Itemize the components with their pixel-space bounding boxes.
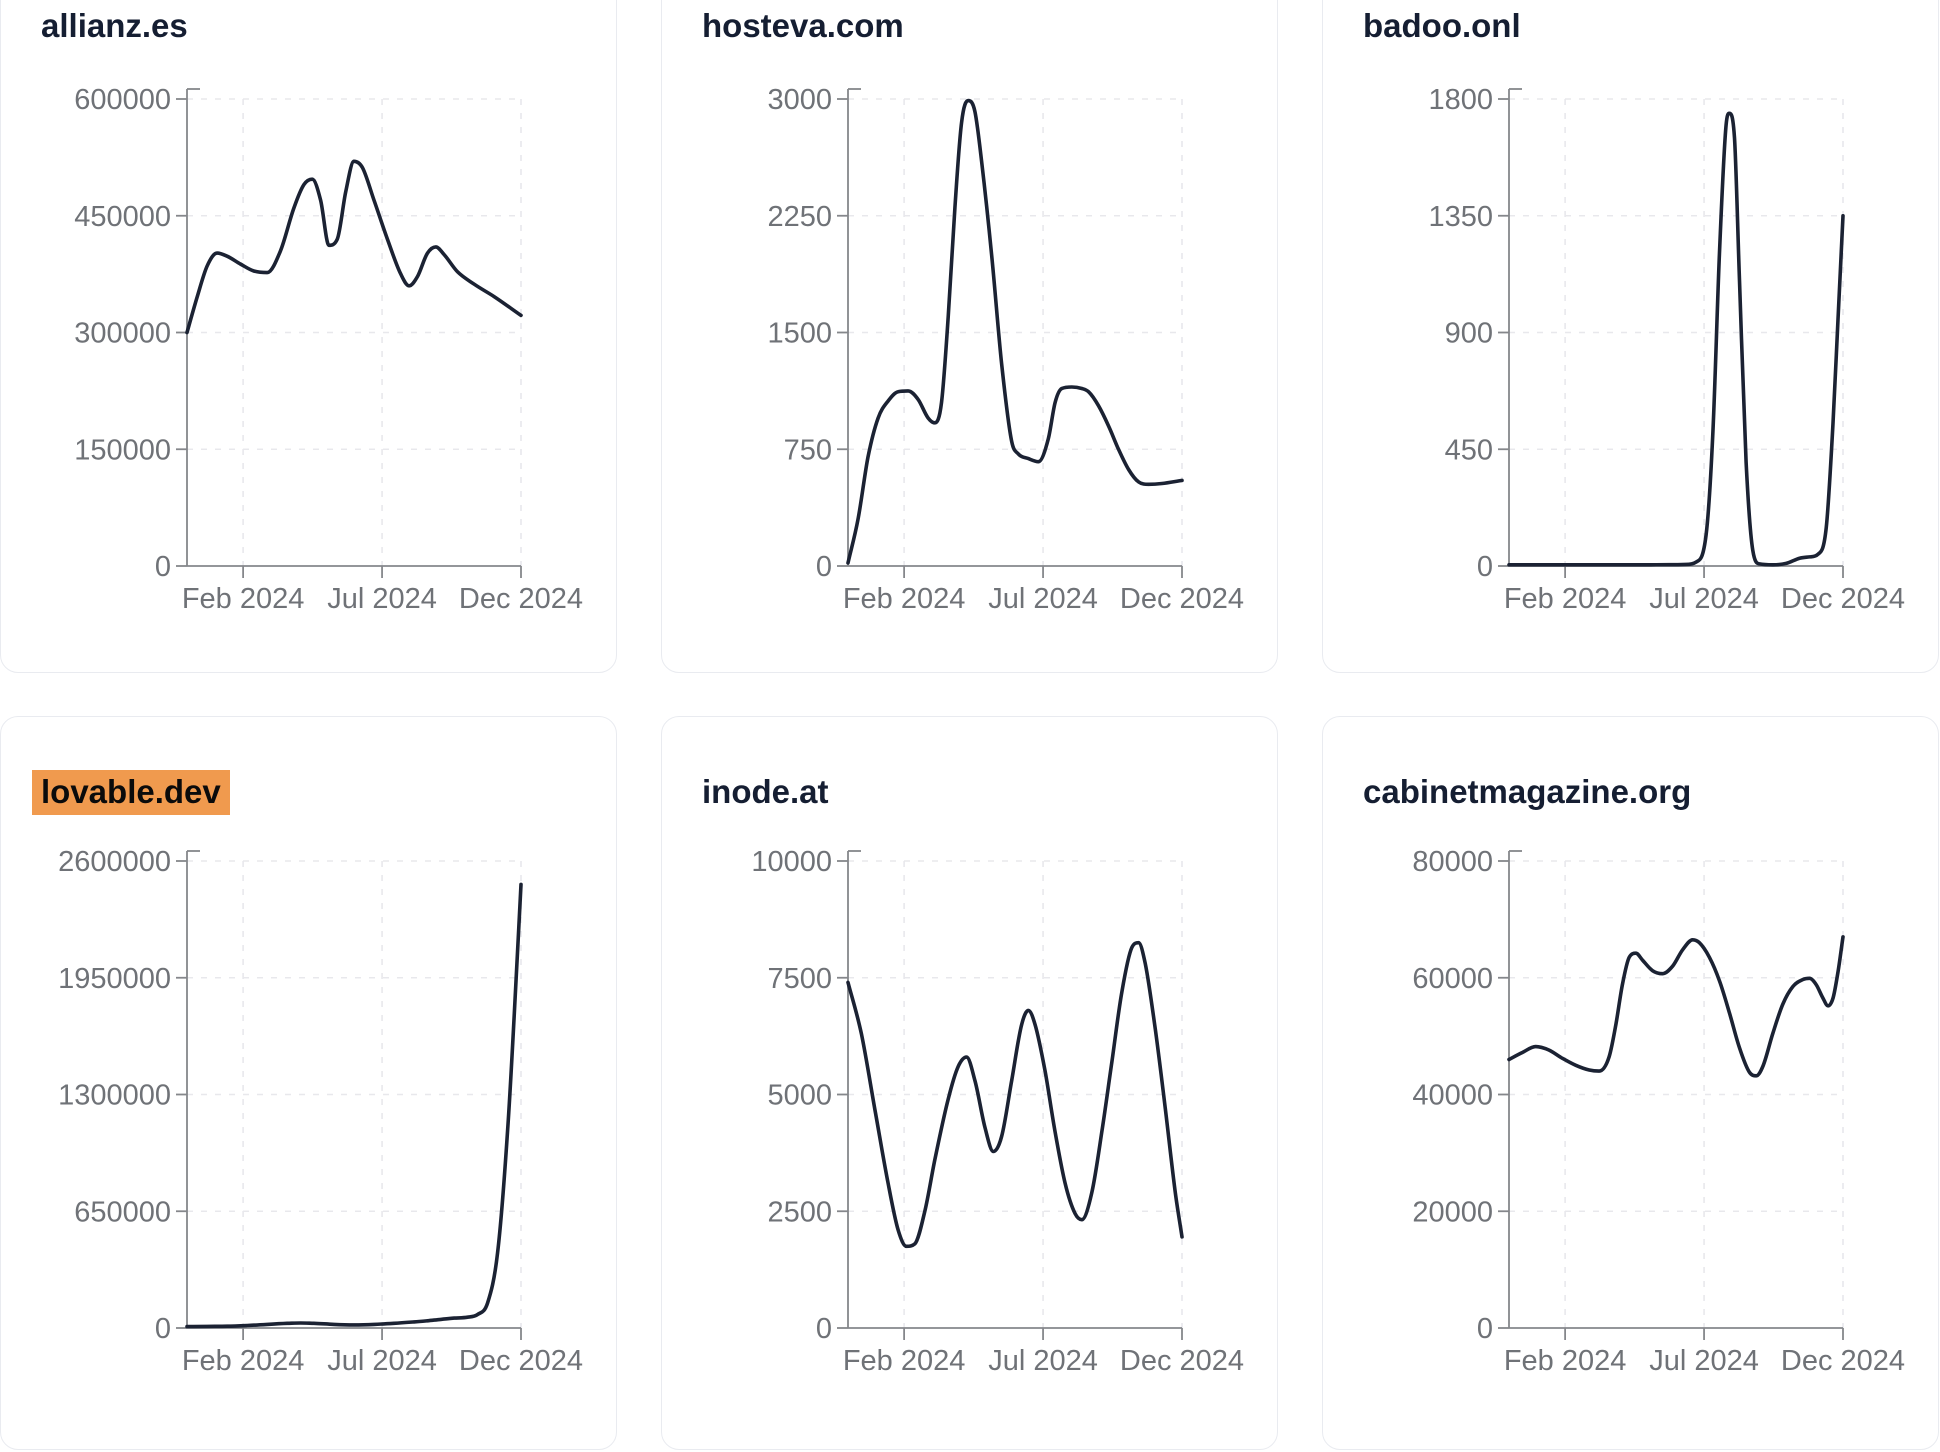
x-tick-label: Jul 2024: [1649, 583, 1759, 615]
series-line: [1507, 111, 1845, 567]
y-tick-label: 5000: [767, 1080, 832, 1112]
y-tick-label: 2500: [767, 1196, 832, 1228]
line-chart[interactable]: 0 150000 300000 450000 600000 Feb 2024 Jul 202…: [1, 61, 618, 661]
x-tick-label: Feb 2024: [182, 583, 305, 615]
x-tick-label: Feb 2024: [1504, 1345, 1627, 1377]
chart-title: lovable.dev: [32, 770, 230, 815]
x-tick-label: Feb 2024: [843, 583, 966, 615]
x-tick-label: Jul 2024: [1649, 1345, 1759, 1377]
x-tick-label: Dec 2024: [1781, 1345, 1905, 1377]
line-chart[interactable]: 0 2500 5000 7500 10000 Feb 2024 Jul 2024 Dec 20…: [662, 823, 1279, 1423]
chart-title: badoo.onl: [1363, 7, 1521, 45]
domain-label: inode.at: [702, 773, 829, 810]
y-tick-label: 0: [1477, 551, 1493, 583]
y-tick-label: 1950000: [58, 963, 171, 995]
line-chart[interactable]: 0 750 1500 2250 3000 Feb 2024 Jul 2024 Dec 2024: [662, 61, 1279, 661]
y-tick-label: 60000: [1412, 963, 1493, 995]
domain-label-highlighted: lovable.dev: [32, 770, 230, 815]
x-tick-label: Jul 2024: [988, 583, 1098, 615]
chart-card-hosteva: hosteva.com 0 750 1500 2250 3000 Feb 2024 Jul …: [661, 0, 1278, 673]
x-tick-label: Jul 2024: [327, 1345, 437, 1377]
y-tick-label: 750: [784, 434, 832, 466]
y-tick-label: 300000: [74, 318, 171, 350]
line-chart[interactable]: 0 20000 40000 60000 80000 Feb 2024 Jul 2024 Dec…: [1323, 823, 1940, 1423]
y-tick-label: 150000: [74, 434, 171, 466]
domain-label: cabinetmagazine.org: [1363, 773, 1692, 810]
chart-card-badoo: badoo.onl 0 450 900 1350 1800 Feb 2024 Jul 202…: [1322, 0, 1939, 673]
y-tick-label: 600000: [74, 84, 171, 116]
y-tick-label: 1350: [1428, 201, 1493, 233]
y-tick-label: 650000: [74, 1196, 171, 1228]
x-tick-label: Feb 2024: [1504, 583, 1627, 615]
y-tick-label: 1500: [767, 318, 832, 350]
x-tick-label: Jul 2024: [327, 583, 437, 615]
y-tick-label: 7500: [767, 963, 832, 995]
series-line: [185, 159, 523, 335]
chart-title: hosteva.com: [702, 7, 904, 45]
x-tick-label: Jul 2024: [988, 1345, 1098, 1377]
x-tick-label: Feb 2024: [843, 1345, 966, 1377]
domain-label: badoo.onl: [1363, 7, 1521, 44]
y-tick-label: 0: [155, 1313, 171, 1345]
y-tick-label: 450: [1445, 434, 1493, 466]
y-tick-label: 2250: [767, 201, 832, 233]
chart-card-lovable: lovable.dev 0 650000 1300000 1950000 2600000…: [0, 716, 617, 1450]
y-tick-label: 1300000: [58, 1080, 171, 1112]
x-tick-label: Feb 2024: [182, 1345, 305, 1377]
y-tick-label: 0: [1477, 1313, 1493, 1345]
chart-card-allianz: allianz.es 0 150000 300000 450000 600000 Feb …: [0, 0, 617, 673]
x-tick-label: Dec 2024: [459, 1345, 583, 1377]
chart-card-inode: inode.at 0 2500 5000 7500 10000 Feb 2024 Jul 2…: [661, 716, 1278, 1450]
series-line: [1507, 935, 1845, 1078]
series-line: [846, 940, 1184, 1249]
chart-title: cabinetmagazine.org: [1363, 773, 1691, 811]
chart-card-cabinetmagazine: cabinetmagazine.org 0 20000 40000 60000 8000…: [1322, 716, 1939, 1450]
x-tick-label: Dec 2024: [1781, 583, 1905, 615]
y-tick-label: 20000: [1412, 1196, 1493, 1228]
y-tick-label: 2600000: [58, 846, 171, 878]
series-line: [846, 98, 1184, 565]
x-tick-label: Dec 2024: [1120, 1345, 1244, 1377]
y-tick-label: 10000: [751, 846, 832, 878]
domain-label: hosteva.com: [702, 7, 904, 44]
chart-title: allianz.es: [41, 7, 188, 45]
y-tick-label: 3000: [767, 84, 832, 116]
chart-title: inode.at: [702, 773, 829, 811]
y-tick-label: 0: [816, 551, 832, 583]
y-tick-label: 0: [155, 551, 171, 583]
y-tick-label: 1800: [1428, 84, 1493, 116]
x-tick-label: Dec 2024: [1120, 583, 1244, 615]
y-tick-label: 80000: [1412, 846, 1493, 878]
line-chart[interactable]: 0 450 900 1350 1800 Feb 2024 Jul 2024 Dec 2024: [1323, 61, 1940, 661]
series-line: [185, 882, 523, 1329]
line-chart[interactable]: 0 650000 1300000 1950000 2600000 Feb 2024 Jul …: [1, 823, 618, 1423]
y-tick-label: 0: [816, 1313, 832, 1345]
y-tick-label: 900: [1445, 318, 1493, 350]
y-tick-label: 40000: [1412, 1080, 1493, 1112]
domain-label: allianz.es: [41, 7, 188, 44]
x-tick-label: Dec 2024: [459, 583, 583, 615]
y-tick-label: 450000: [74, 201, 171, 233]
